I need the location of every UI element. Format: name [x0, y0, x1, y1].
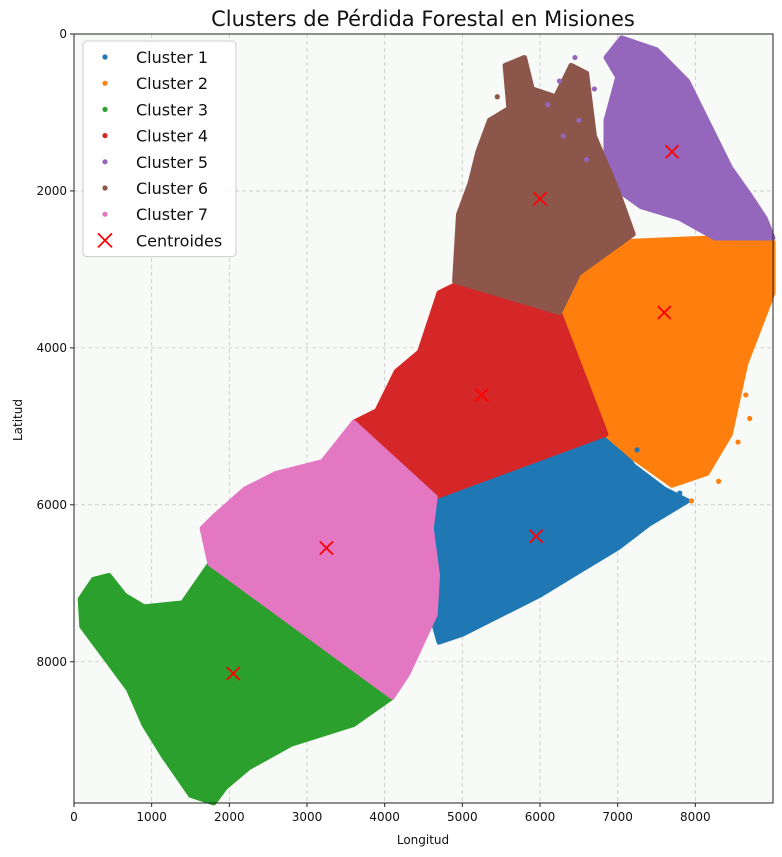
- cluster-2-point: [700, 462, 706, 469]
- x-tick-label: 8000: [680, 810, 711, 824]
- cluster-5-point: [545, 102, 551, 108]
- y-tick-label: 2000: [36, 184, 67, 198]
- centroid-marker: [532, 191, 548, 206]
- centroid-marker: [474, 387, 489, 403]
- cluster-4-points: [351, 282, 609, 500]
- cluster-5-point: [560, 133, 566, 139]
- cluster-5-point: [576, 117, 582, 123]
- cluster-3-points: [77, 561, 395, 806]
- cluster-4-region: [351, 282, 609, 500]
- cluster-6-point: [564, 86, 570, 92]
- legend-label: Cluster 5: [136, 153, 208, 172]
- x-tick-label: 4000: [369, 810, 400, 824]
- legend-label: Centroides: [136, 231, 222, 250]
- x-tick-label: 6000: [525, 810, 556, 824]
- legend-label: Cluster 4: [136, 127, 208, 146]
- cluster-1-point: [611, 451, 617, 457]
- legend-centroid-marker: [97, 232, 113, 249]
- legend-marker: [102, 80, 108, 86]
- legend-label: Cluster 6: [136, 179, 208, 198]
- cluster-6-point: [494, 94, 500, 100]
- y-axis-label: Latitud: [11, 399, 25, 441]
- y-tick-label: 0: [59, 27, 67, 41]
- centroid-marker: [319, 540, 334, 556]
- cluster-2-point: [743, 392, 749, 398]
- centroid-marker: [226, 666, 241, 681]
- cluster-5-point: [572, 54, 578, 61]
- cluster-5-point: [584, 156, 590, 163]
- cluster-1-point: [622, 470, 629, 477]
- legend-marker: [102, 54, 108, 60]
- x-tick-label: 0: [70, 810, 78, 824]
- legend-marker: [102, 185, 108, 191]
- data-points: [77, 35, 776, 806]
- legend-marker: [102, 211, 108, 217]
- x-tick-label: 3000: [292, 810, 323, 824]
- cluster-7-points: [199, 419, 440, 700]
- legend-box: [82, 40, 237, 258]
- chart-title: Clusters de Pérdida Forestal en Misiones: [211, 7, 635, 31]
- cluster-7-region: [199, 419, 440, 700]
- x-tick-label: 7000: [602, 810, 633, 824]
- legend-label: Cluster 1: [136, 48, 208, 67]
- cluster-2-point: [716, 478, 722, 484]
- legend-marker: [102, 106, 108, 112]
- cluster-2-point: [735, 439, 741, 445]
- cluster-5-point: [556, 78, 563, 84]
- x-tick-label: 1000: [136, 810, 167, 824]
- centroid-marker: [657, 305, 672, 320]
- legend-marker: [102, 133, 108, 139]
- legend-label: Cluster 2: [136, 74, 208, 93]
- cluster-1-point: [642, 482, 648, 488]
- centroid-marker: [528, 529, 544, 544]
- centroid-marker: [664, 144, 680, 159]
- cluster-1-point: [634, 447, 640, 453]
- centroid-markers: [226, 144, 680, 681]
- legend-label: Cluster 7: [136, 205, 208, 224]
- cluster-1-point: [653, 506, 660, 512]
- y-tick-label: 6000: [36, 498, 67, 512]
- x-tick-label: 2000: [214, 810, 245, 824]
- cluster-6-point: [514, 70, 520, 76]
- cluster-2-point: [688, 498, 695, 504]
- x-tick-label: 5000: [447, 810, 478, 824]
- y-tick-label: 8000: [36, 655, 67, 669]
- cluster-3-region: [77, 561, 395, 806]
- cluster-6-points: [452, 55, 636, 316]
- legend-marker: [102, 159, 108, 165]
- plot-frame: [73, 33, 774, 804]
- legend-label: Cluster 3: [136, 100, 208, 119]
- cluster-5-point: [591, 86, 597, 92]
- cluster-6-region: [452, 55, 636, 316]
- cluster-2-point: [747, 415, 753, 422]
- x-axis-label: Longitud: [397, 833, 449, 847]
- cluster-1-point: [665, 494, 671, 500]
- y-tick-label: 4000: [36, 341, 67, 355]
- legend: Cluster 1 Cluster 2 Cluster 3 Cluster 4 Clus…: [82, 40, 237, 258]
- cluster-1-point: [677, 490, 683, 496]
- axis-ticks: 0 1000 2000 3000 4000 5000 6000 7000 8000 0 2000 40…: [36, 27, 710, 824]
